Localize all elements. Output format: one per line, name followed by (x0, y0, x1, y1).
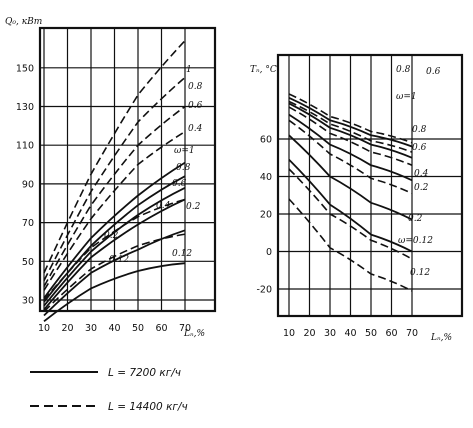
right-curve-label: 0.2 (408, 214, 423, 224)
right-x-tick-label: 70 (406, 328, 418, 339)
left-curve-label: 0.8 (176, 163, 191, 173)
right-y-tick-label: 20 (260, 210, 272, 221)
left-curve-label: ω=1 (174, 146, 195, 156)
left-series-line (43, 161, 186, 299)
right-plot-frame (276, 53, 464, 318)
left-series-line (43, 233, 186, 313)
right-series-line (288, 93, 413, 144)
left-y-tick-label: 110 (16, 141, 34, 152)
left-x-tick-label: 60 (155, 323, 167, 334)
left-y-tick-label: 150 (16, 63, 34, 74)
right-curve-label: 0.2 (414, 183, 429, 193)
right-x-tick-label: 30 (324, 328, 336, 339)
left-y-tick-label: 90 (22, 179, 34, 190)
right-x-tick-label: 60 (385, 328, 397, 339)
left-x-tick-label: 10 (38, 323, 50, 334)
right-curve-label: 0.12 (410, 268, 430, 278)
left-x-axis-title: Lₙ,% (183, 329, 205, 339)
right-series-line (288, 168, 413, 260)
right-curve-label: ω=0.12 (398, 236, 433, 246)
right-x-tick-label: 20 (303, 328, 315, 339)
left-series-line (43, 186, 186, 307)
left-curve-label: 0.4 (156, 201, 171, 211)
left-y-tick-label: 50 (22, 257, 34, 268)
legend-dashed-label: L = 14400 кг/ч (108, 401, 188, 413)
right-series-line (288, 119, 413, 195)
left-x-tick-labels: 10 20 30 40 50 60 70 (38, 323, 191, 334)
left-curve-label: 0.2 (104, 231, 119, 241)
right-x-tick-label: 10 (283, 328, 295, 339)
left-curve-label: 0.4 (188, 124, 203, 134)
left-series-line (43, 76, 186, 281)
right-y-axis-title: Tₙ, °C (250, 65, 277, 75)
left-x-tick-label: 50 (132, 323, 144, 334)
left-series-line (43, 131, 186, 291)
right-curve-label: 0.8 (396, 65, 411, 75)
left-series-line (43, 262, 186, 323)
left-series-line (43, 198, 186, 301)
right-series-line (288, 113, 413, 182)
left-x-tick-label: 20 (61, 323, 73, 334)
right-series-lines (288, 93, 413, 292)
legend-solid-label: L = 7200 кг/ч (108, 367, 181, 379)
left-y-tick-label: 70 (22, 218, 34, 229)
left-x-tick-label: 70 (179, 323, 191, 334)
left-plot-frame (38, 26, 217, 313)
left-series-line (43, 198, 186, 311)
right-series-line (288, 100, 413, 153)
left-x-tick-label: 40 (108, 323, 120, 334)
left-curve-label: 1 (186, 65, 192, 75)
left-curve-label: 0.6 (188, 101, 203, 111)
right-series-line (288, 102, 413, 159)
right-y-tick-label: -20 (256, 285, 272, 296)
left-curve-label: 0.2 (186, 202, 201, 212)
left-x-tick-label: 30 (85, 323, 97, 334)
left-curve-label: 0.6 (172, 179, 187, 189)
right-curve-label: 0.4 (414, 169, 429, 179)
right-y-tick-label: 40 (260, 172, 272, 183)
right-curve-label: 0.8 (412, 125, 427, 135)
left-y-tick-labels: 30 50 70 90 110 130 150 (16, 63, 34, 306)
right-series-line (288, 158, 413, 253)
right-y-tick-label: 0 (266, 247, 272, 258)
right-series-line (288, 96, 413, 148)
left-series-lines (43, 40, 186, 323)
right-curve-label: 0.6 (412, 143, 427, 153)
left-series-line (43, 40, 186, 274)
right-x-tick-label: 40 (344, 328, 356, 339)
legend: L = 7200 кг/ч L = 14400 кг/ч (30, 367, 188, 413)
left-curve-label: 0.12 (109, 255, 129, 265)
left-curve-label: 0.8 (188, 82, 203, 92)
left-curve-label: 0.12 (172, 249, 192, 259)
right-y-tick-labels: -20 0 20 40 60 (256, 135, 272, 296)
left-series-line (43, 175, 186, 303)
right-series-line (288, 134, 413, 221)
right-grid (278, 55, 462, 316)
right-series-line (288, 106, 413, 167)
right-curve-label: 0.6 (426, 67, 441, 77)
left-series-line (43, 105, 186, 287)
left-series-line (43, 229, 186, 317)
left-chart: 30 50 70 90 110 130 150 10 20 30 40 50 60 70 1 0.8 0.6… (5, 17, 217, 339)
right-x-tick-labels: 10 20 30 40 50 60 70 (283, 328, 418, 339)
right-x-axis-title: Lₙ,% (430, 333, 452, 343)
right-x-tick-label: 50 (365, 328, 377, 339)
right-curve-label: ω=1 (396, 92, 417, 102)
right-curve-labels: 0.6 0.8 ω=1 0.8 0.6 0.4 0.2 0.2 ω=0.12 0.12 (396, 65, 441, 278)
left-y-tick-label: 30 (22, 296, 34, 307)
right-series-line (288, 198, 413, 292)
left-curve-labels: 1 0.8 0.6 0.4 ω=1 0.8 0.6 0.4 0.2 0.12 0.2 0.12 (104, 65, 203, 265)
left-y-tick-label: 130 (16, 102, 34, 113)
left-grid (40, 28, 215, 311)
right-y-tick-label: 60 (260, 135, 272, 146)
left-y-axis-title: Q₀, кВт (5, 17, 42, 27)
